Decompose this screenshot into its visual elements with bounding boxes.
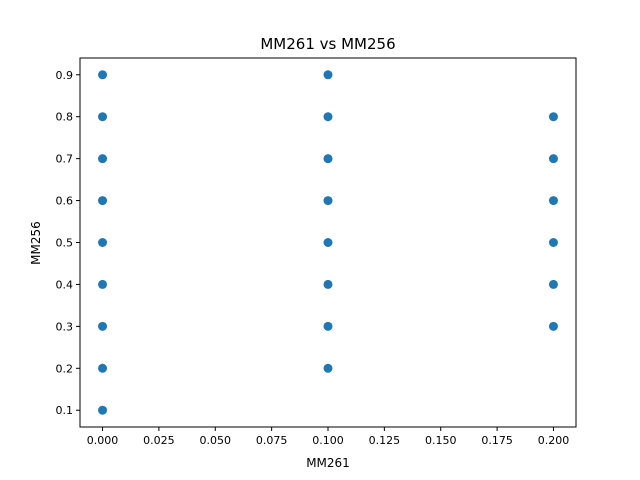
y-tick-label: 0.7 (56, 153, 74, 166)
y-tick-label: 0.3 (56, 320, 74, 333)
data-point (98, 279, 108, 289)
y-tick-label: 0.1 (56, 404, 74, 417)
data-point (323, 154, 333, 164)
data-point (548, 321, 558, 331)
y-axis-label: MM256 (29, 221, 43, 265)
data-point (323, 196, 333, 206)
data-point (98, 70, 108, 80)
x-tick-label: 0.175 (481, 434, 513, 447)
data-point (98, 154, 108, 164)
x-tick-label: 0.125 (369, 434, 401, 447)
y-axis: 0.1 0.2 0.3 0.4 0.5 0.6 0.7 0.8 0.9 (56, 69, 80, 417)
x-tick-label: 0.050 (200, 434, 232, 447)
y-tick-label: 0.4 (56, 278, 74, 291)
x-tick-label: 0.025 (143, 434, 175, 447)
data-point (548, 279, 558, 289)
points-layer (98, 70, 558, 415)
data-point (323, 321, 333, 331)
data-point (323, 70, 333, 80)
data-point (98, 196, 108, 206)
data-point (548, 196, 558, 206)
x-tick-label: 0.075 (256, 434, 288, 447)
data-point (98, 363, 108, 373)
x-axis: 0.000 0.025 0.050 0.075 0.100 0.125 0.150 0.175… (87, 427, 569, 447)
data-point (323, 279, 333, 289)
y-tick-label: 0.8 (56, 111, 74, 124)
data-point (323, 238, 333, 247)
x-tick-label: 0.000 (87, 434, 119, 447)
data-point (98, 405, 108, 415)
x-tick-label: 0.150 (425, 434, 457, 447)
data-point (98, 112, 108, 122)
data-point (548, 238, 558, 247)
y-tick-label: 0.5 (56, 237, 74, 250)
x-tick-label: 0.100 (312, 434, 344, 447)
data-point (323, 363, 333, 373)
y-tick-label: 0.6 (56, 195, 74, 208)
chart-title: MM261 vs MM256 (260, 35, 395, 53)
x-tick-label: 0.200 (538, 434, 570, 447)
x-axis-label: MM261 (306, 456, 350, 470)
data-point (98, 321, 108, 331)
y-tick-label: 0.2 (56, 362, 74, 375)
data-point (548, 112, 558, 122)
y-tick-label: 0.9 (56, 69, 74, 82)
data-point (98, 238, 108, 247)
data-point (323, 112, 333, 122)
data-point (548, 154, 558, 164)
